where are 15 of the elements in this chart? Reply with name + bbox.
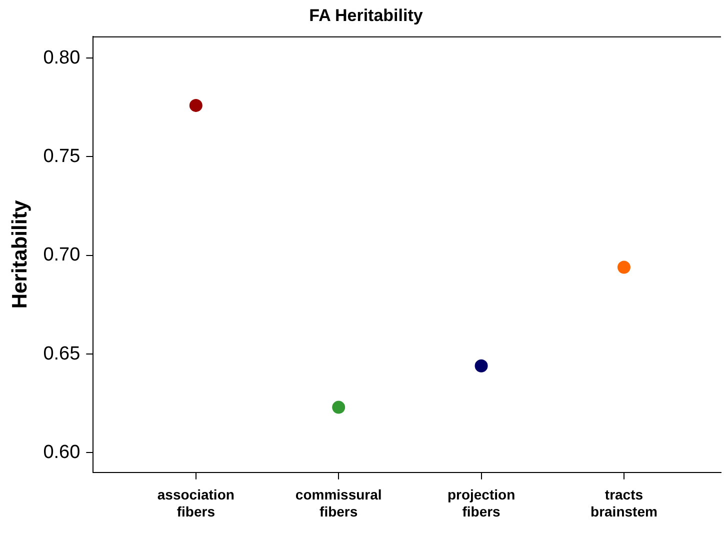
- chart-title: FA Heritability: [309, 6, 424, 25]
- y-axis-title: Heritability: [8, 200, 32, 309]
- y-tick-label: 0.75: [43, 146, 80, 167]
- x-tick-label: tracts brainstem: [590, 486, 658, 520]
- x-tick-label: commissural fibers: [295, 486, 382, 520]
- point: [189, 98, 202, 112]
- point: [332, 400, 346, 414]
- x-tick-label: association fibers: [157, 486, 234, 520]
- y-tick-label: 0.70: [43, 244, 80, 266]
- point: [617, 260, 630, 274]
- y-tick-label: 0.60: [43, 442, 80, 463]
- y-tick-label: 0.65: [43, 343, 80, 364]
- y-tick-label: 0.80: [43, 47, 80, 68]
- point: [474, 359, 488, 372]
- x-tick-label: projection fibers: [447, 486, 516, 520]
